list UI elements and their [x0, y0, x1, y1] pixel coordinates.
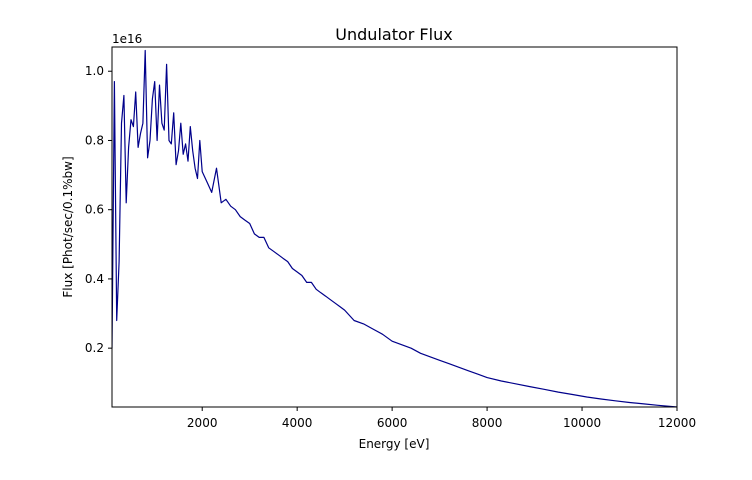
x-tick-label: 10000 — [563, 416, 601, 430]
x-tick-label: 6000 — [377, 416, 408, 430]
x-tick-label: 8000 — [472, 416, 503, 430]
x-tick-label: 2000 — [187, 416, 218, 430]
y-tick-label: 0.2 — [85, 341, 104, 355]
y-axis-offset-label: 1e16 — [112, 32, 142, 46]
x-tick-label: 12000 — [658, 416, 696, 430]
y-tick-label: 0.8 — [85, 133, 104, 147]
plot-frame — [111, 46, 678, 408]
x-axis-label: Energy [eV] — [359, 437, 430, 451]
x-tick-label: 4000 — [282, 416, 313, 430]
y-axis-label: Flux [Phot/sec/0.1%bw] — [61, 156, 75, 297]
y-axis-ticks: 0.2 0.4 0.6 0.8 1.0 — [85, 64, 112, 355]
x-axis-ticks: 2000 4000 6000 8000 10000 12000 — [187, 407, 696, 430]
flux-line — [112, 49, 677, 407]
y-tick-label: 1.0 — [85, 64, 104, 78]
chart-title: Undulator Flux — [335, 25, 452, 44]
y-tick-label: 0.6 — [85, 203, 104, 217]
y-tick-label: 0.4 — [85, 272, 104, 286]
series-group — [112, 49, 677, 407]
